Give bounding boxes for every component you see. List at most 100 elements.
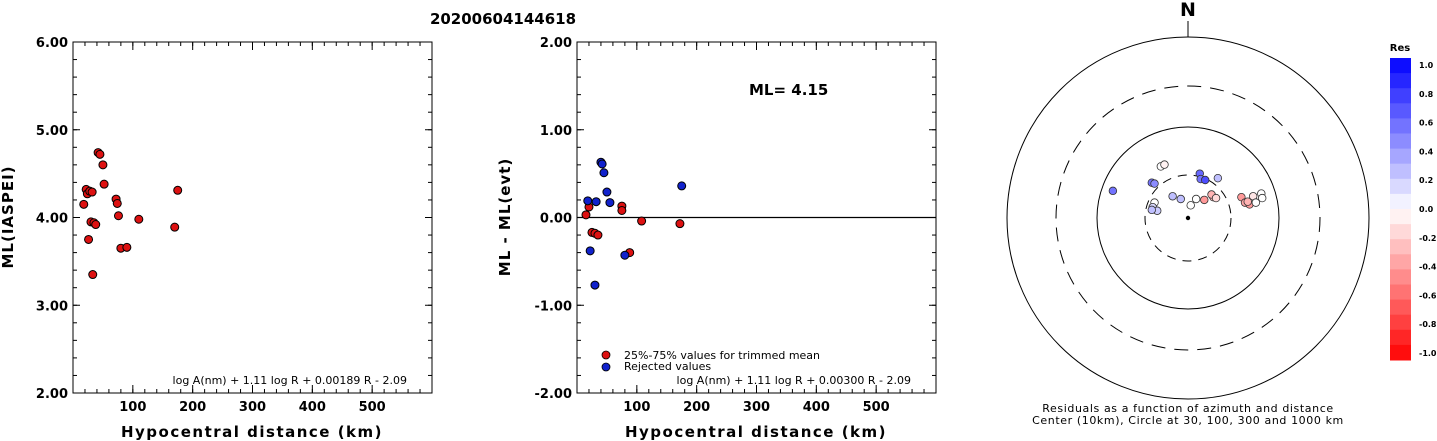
colorbar-segment	[1390, 224, 1411, 240]
station-marker	[1186, 201, 1195, 210]
panel1-point	[113, 211, 123, 221]
station-marker	[1200, 195, 1209, 205]
colorbar-segment	[1390, 344, 1411, 361]
station-marker	[1147, 205, 1156, 215]
panel1-point	[87, 187, 97, 197]
colorbar-tick-label: 0.0	[1419, 205, 1434, 214]
legend-label-trimmed: 25%-75% values for trimmed mean	[624, 349, 820, 362]
panel1-point	[99, 179, 109, 189]
map-caption-1: Residuals as a function of azimuth and d…	[1042, 402, 1333, 415]
panel2-point-rejected	[677, 181, 687, 191]
colorbar-segment	[1390, 103, 1411, 119]
panel1-x-tick-label: 300	[239, 400, 266, 415]
colorbar-segment	[1390, 329, 1411, 346]
panel2-x-label: Hypocentral distance (km)	[625, 423, 887, 441]
panel2-x-tick-label: 500	[863, 400, 890, 415]
panel1-points	[79, 148, 183, 280]
north-label: N	[1180, 0, 1196, 21]
panel1-x-tick-label: 400	[299, 400, 326, 415]
station-marker	[1211, 193, 1221, 203]
panel3-stations	[1108, 160, 1267, 215]
colorbar-segment	[1390, 269, 1411, 285]
panel1-point	[173, 185, 183, 195]
colorbar-segment	[1390, 88, 1411, 104]
panel1-y-tick-label: 6.00	[36, 36, 68, 51]
panel2-point-trimmed	[675, 219, 685, 229]
panel1-point	[88, 270, 98, 280]
colorbar-tick-label: -0.2	[1419, 234, 1437, 243]
colorbar-segment	[1390, 209, 1411, 225]
panel1-formula: log A(nm) + 1.11 log R + 0.00189 R - 2.0…	[173, 374, 407, 387]
panel1-point	[91, 220, 101, 230]
ring-1000km	[1006, 36, 1370, 400]
station-marker	[1213, 173, 1223, 183]
colorbar-tick-label: 0.6	[1419, 119, 1434, 128]
panel2-point-trimmed	[593, 230, 603, 240]
panel2-x-ticks: 100 200 300 400 500	[576, 42, 937, 415]
colorbar-segment	[1390, 163, 1411, 180]
map-caption-2: Center (10km), Circle at 30, 100, 300 an…	[1032, 414, 1344, 427]
panel1-y-tick-label: 3.00	[36, 299, 68, 314]
epicenter-marker	[1185, 215, 1191, 221]
colorbar-segment	[1390, 193, 1411, 210]
panel2-y-ticks: -2.00 -1.00 0.00 1.00 2.00	[535, 36, 936, 402]
panel1-point	[98, 160, 108, 170]
panel2-y-label: ML - ML(evt)	[496, 158, 514, 276]
colorbar-tick-label: -0.6	[1419, 291, 1437, 300]
station-marker	[1258, 193, 1267, 203]
panel1-point	[170, 222, 180, 232]
panel1-point	[84, 234, 94, 244]
panel1-frame	[72, 41, 433, 394]
station-marker	[1176, 194, 1185, 204]
panel2-point-rejected	[583, 196, 593, 206]
station-marker	[1160, 160, 1169, 169]
panel2-formula: log A(nm) + 1.11 log R + 0.00300 R - 2.0…	[677, 374, 911, 387]
panel1-point	[122, 242, 132, 252]
station-marker	[1251, 198, 1261, 207]
panel1-x-ticks: 100 200 300 400 500	[72, 42, 433, 415]
panel2-x-tick-label: 100	[623, 400, 650, 415]
panel2-y-tick-label: -1.00	[535, 299, 572, 314]
colorbar-title: Res	[1390, 43, 1410, 54]
colorbar-segment	[1390, 314, 1411, 331]
colorbar-tick-label: -1.0	[1419, 349, 1437, 358]
panel2-points	[581, 157, 687, 290]
panel2-y-tick-label: 1.00	[540, 124, 572, 139]
panel2-point-trimmed	[617, 205, 627, 215]
station-marker	[1200, 175, 1210, 185]
colorbar-tick-label: 0.8	[1419, 90, 1434, 99]
panel2-y-tick-label: 0.00	[540, 212, 572, 227]
panel2-point-rejected	[597, 159, 607, 169]
legend: 25%-75% values for trimmed mean Rejected…	[601, 349, 820, 373]
colorbar-segment	[1390, 118, 1411, 134]
colorbar-segment	[1390, 58, 1411, 74]
panel2-point-rejected	[605, 198, 615, 208]
panel-ml-residual: -2.00 -1.00 0.00 1.00 2.00 100 200 300 400 500 M…	[496, 36, 937, 441]
panel2-x-tick-label: 400	[803, 400, 830, 415]
colorbar-tick-label: -0.4	[1419, 263, 1437, 272]
colorbar-tick-label: 0.4	[1419, 147, 1434, 156]
panel1-x-tick-label: 500	[359, 400, 386, 415]
panel2-point-trimmed	[637, 216, 647, 226]
panel2-point-rejected	[591, 197, 601, 207]
chart-title: 20200604144618	[430, 10, 576, 28]
legend-marker-rejected	[601, 362, 611, 372]
ring-30km	[1144, 174, 1232, 262]
legend-label-rejected: Rejected values	[624, 360, 711, 373]
panel1-point	[95, 149, 105, 159]
panel2-point-rejected	[599, 168, 609, 178]
colorbar-segment	[1390, 254, 1411, 270]
colorbar-segment	[1390, 284, 1411, 301]
colorbar-segment	[1390, 148, 1411, 165]
colorbar-tick-label: 0.2	[1419, 176, 1433, 185]
colorbar-segment	[1390, 133, 1411, 150]
panel2-y-tick-label: -2.00	[535, 387, 572, 402]
panel1-point	[112, 198, 122, 208]
panel1-y-label: ML(IASPEI)	[0, 165, 17, 268]
panel1-y-tick-label: 4.00	[36, 212, 68, 227]
colorbar-segment	[1390, 178, 1411, 195]
colorbar-segment	[1390, 73, 1411, 89]
panel2-x-tick-label: 300	[743, 400, 770, 415]
station-marker	[1243, 197, 1252, 206]
